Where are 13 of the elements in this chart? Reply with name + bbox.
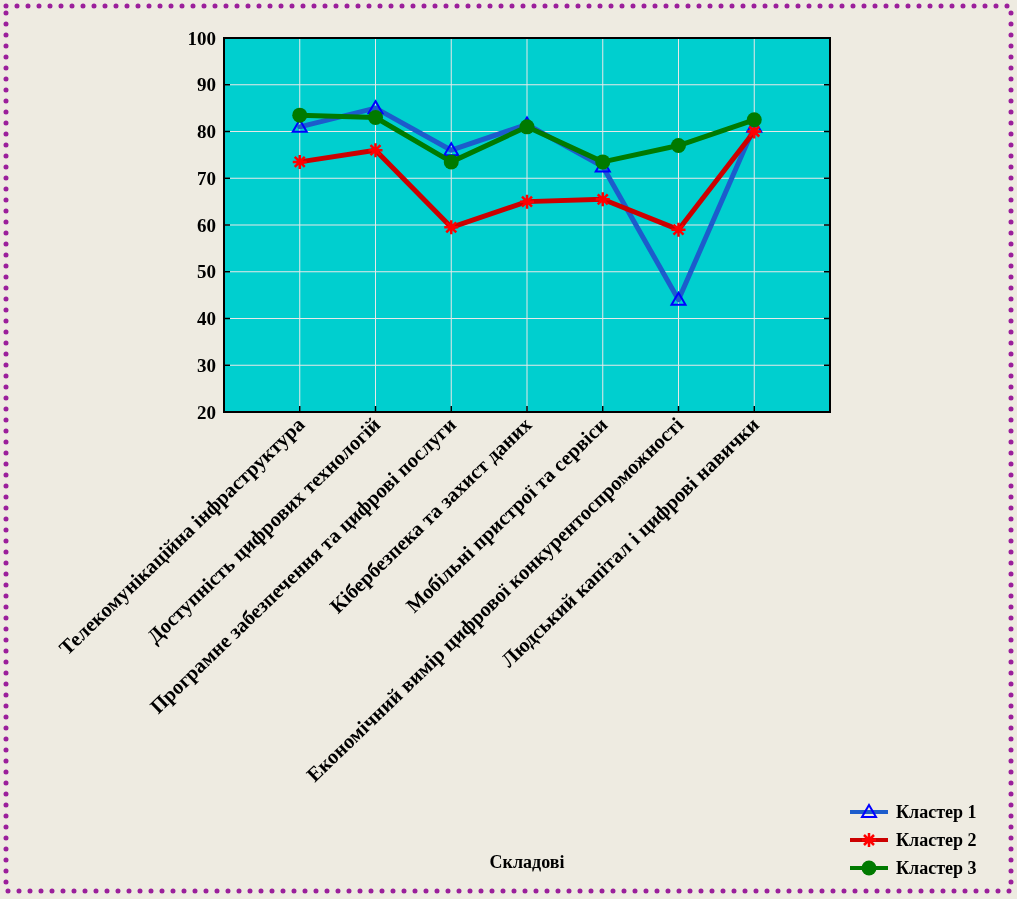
y-tick-label: 50 [197,261,216,283]
legend-label: Кластер 2 [896,830,977,851]
x-axis-title: Складові [489,852,565,872]
y-tick-label: 30 [197,354,216,376]
y-tick-label: 20 [197,401,216,423]
y-tick-label: 60 [197,214,216,236]
y-tick-label: 80 [197,121,216,143]
legend-label: Кластер 1 [896,802,977,823]
y-tick-label: 100 [187,27,216,49]
y-tick-label: 40 [197,308,216,330]
y-tick-label: 90 [197,74,216,96]
y-tick-label: 70 [197,167,216,189]
legend-label: Кластер 3 [896,858,977,879]
